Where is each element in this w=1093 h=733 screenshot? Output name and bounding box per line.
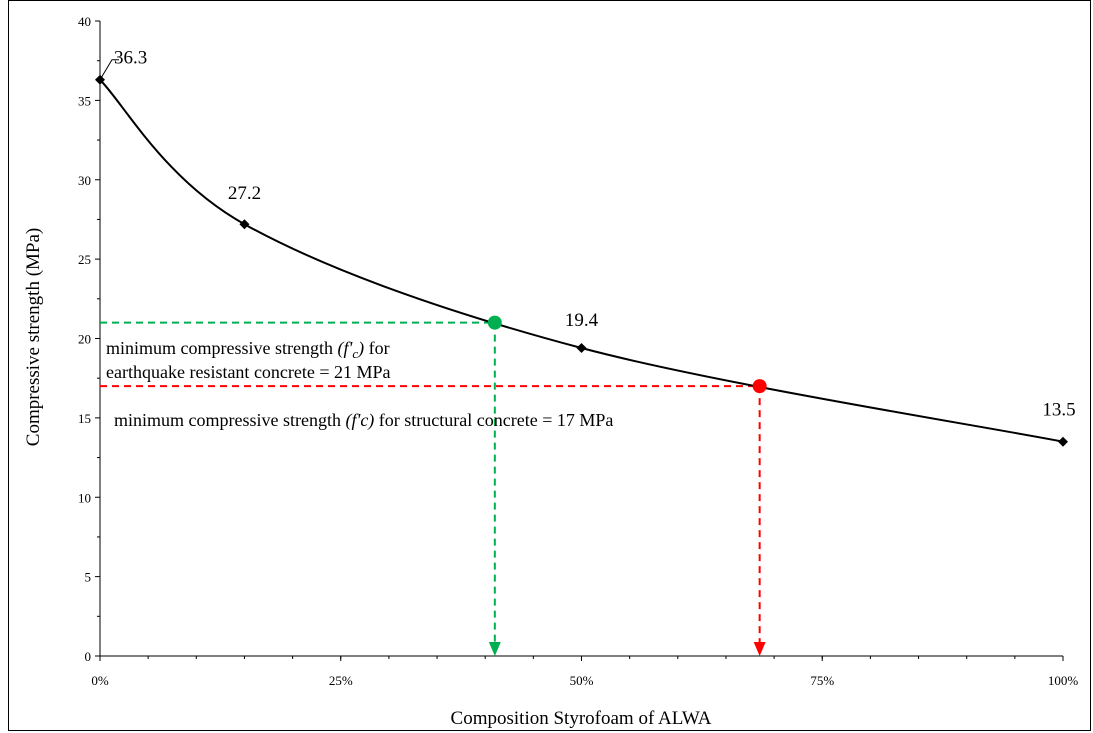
earthquake-annotation-text: minimum compressive strength — [106, 338, 337, 358]
axes: 0 5 10 15 20 25 30 35 40 0% 25% 50% 75% 100% — [78, 14, 1078, 688]
strength-curve — [99, 79, 1064, 443]
y-tick-label: 10 — [78, 490, 91, 505]
data-series — [95, 74, 1068, 447]
label-leader-line — [99, 59, 119, 80]
data-point-marker — [576, 343, 587, 354]
y-axis-title: Compressive strength (MPa) — [23, 228, 44, 446]
x-tick-label: 100% — [1048, 673, 1079, 688]
x-axis-title: Composition Styrofoam of ALWA — [451, 708, 712, 729]
y-tick-label: 0 — [85, 649, 92, 664]
data-point-marker — [239, 219, 250, 230]
data-label: 19.4 — [565, 310, 599, 331]
x-tick-label: 50% — [570, 673, 594, 688]
data-point-marker — [1058, 436, 1068, 447]
earthquake-threshold-point — [487, 315, 502, 330]
y-tick-label: 40 — [78, 14, 91, 29]
structural-annotation-for: for structural concrete = 17 MPa — [374, 410, 613, 430]
structural-annotation-text: minimum compressive strength — [114, 410, 345, 430]
structural-threshold-point — [752, 379, 767, 394]
data-label: 36.3 — [114, 48, 147, 69]
x-tick-label: 75% — [810, 673, 834, 688]
fc-subscript: c — [352, 346, 358, 361]
chart-frame — [8, 0, 1091, 731]
y-tick-label: 5 — [85, 570, 92, 585]
data-label: 13.5 — [1042, 400, 1075, 421]
y-tick-label: 15 — [78, 411, 91, 426]
y-tick-label: 35 — [78, 93, 91, 108]
y-tick-label: 25 — [78, 252, 91, 267]
y-tick-label: 20 — [78, 332, 91, 347]
earthquake-arrowhead — [488, 642, 501, 656]
earthquake-annotation-line2: earthquake resistant concrete = 21 MPa — [106, 362, 391, 382]
fc-close: ) — [357, 338, 364, 359]
earthquake-annotation-for: for — [364, 338, 390, 358]
structural-arrowhead — [753, 642, 766, 656]
structural-annotation: minimum compressive strength (f'c) for s… — [114, 410, 613, 431]
y-tick-label: 30 — [78, 173, 91, 188]
x-tick-label: 0% — [91, 673, 109, 688]
reference-lines — [100, 321, 766, 656]
fc-symbol-structural: (f'c) — [345, 410, 374, 431]
data-labels: 36.3 27.2 19.4 13.5 — [99, 48, 1076, 421]
data-label: 27.2 — [228, 183, 261, 204]
earthquake-annotation-line1: minimum compressive strength (f'c) for — [106, 338, 390, 361]
x-tick-label: 25% — [329, 673, 353, 688]
fc-symbol: (f' — [337, 338, 353, 359]
